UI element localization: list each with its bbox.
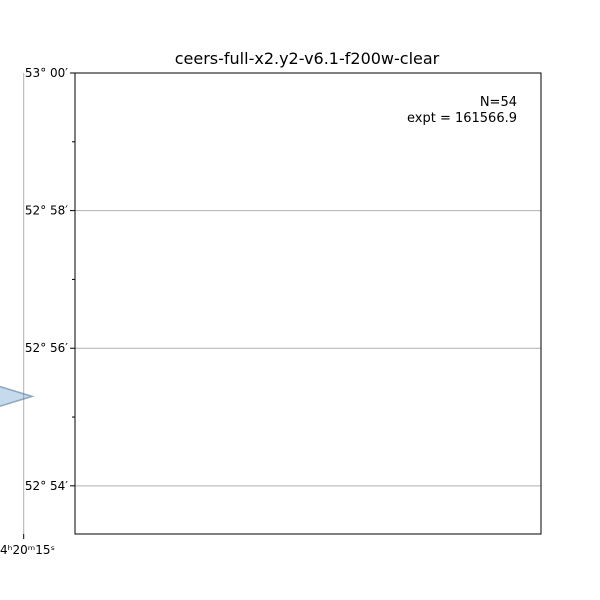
- exposure-annotation: expt = 161566.9: [407, 111, 517, 126]
- detector-footprint: [0, 385, 35, 408]
- chart-title: ceers-full-x2.y2-v6.1-f200w-clear: [175, 49, 440, 68]
- y-tick-label: 52° 54′: [25, 479, 68, 493]
- count-annotation: N=54: [480, 95, 517, 110]
- x-tick-label: 14ʰ20ᵐ15ˢ: [0, 543, 55, 557]
- y-tick-label: 52° 56′: [25, 341, 68, 355]
- plot-frame: [74, 72, 542, 535]
- footprint-layer: [0, 385, 35, 408]
- y-tick-label: 52° 58′: [25, 204, 68, 218]
- y-tick-label: 53° 00′: [25, 66, 68, 80]
- axis-ticks: 14ʰ20ᵐ15ˢ14ʰ20ᵐ00ˢ14ʰ19ᵐ45ˢ52° 54′52° 56…: [0, 66, 75, 557]
